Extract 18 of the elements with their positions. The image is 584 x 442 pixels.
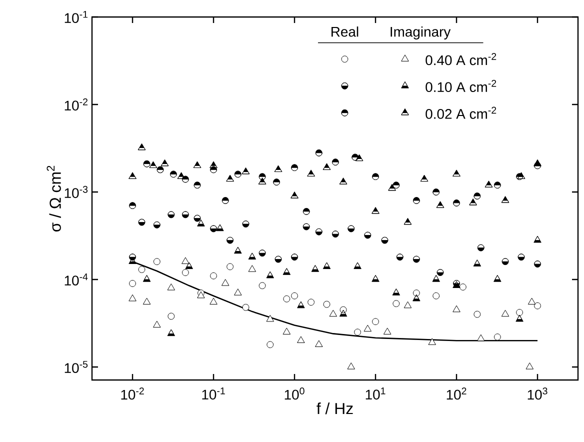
legend-label: 0.40 A cm$^{-2}$: [426, 53, 496, 66]
y-axis-title: σ / Ω cm$^{2}$: [46, 166, 61, 232]
legend-label: 0.10 A cm$^{-2}$: [426, 80, 496, 92]
y-tick-label: 10$^{-4}$: [64, 273, 88, 286]
x-tick-label: 10$^{-1}$: [202, 388, 225, 400]
x-tick-label: 10$^{1}$: [366, 388, 386, 400]
y-tick-label: 10$^{-5}$: [64, 360, 88, 374]
x-tick-label: 10$^{2}$: [446, 388, 466, 400]
x-axis-title: f / Hz: [316, 402, 353, 414]
annotation: Imaginary: [390, 26, 451, 40]
y-tick-label: 10$^{-1}$: [64, 10, 88, 24]
annotation: Real: [332, 26, 358, 37]
x-tick-label: 10$^{-2}$: [121, 388, 144, 400]
x-tick-label: 10$^{3}$: [528, 388, 548, 400]
y-tick-label: 10$^{-2}$: [64, 98, 88, 111]
x-tick-label: 10$^{0}$: [284, 388, 304, 400]
legend-label: 0.02 A cm$^{-2}$: [426, 106, 496, 119]
y-tick-label: 10$^{-3}$: [64, 186, 88, 198]
